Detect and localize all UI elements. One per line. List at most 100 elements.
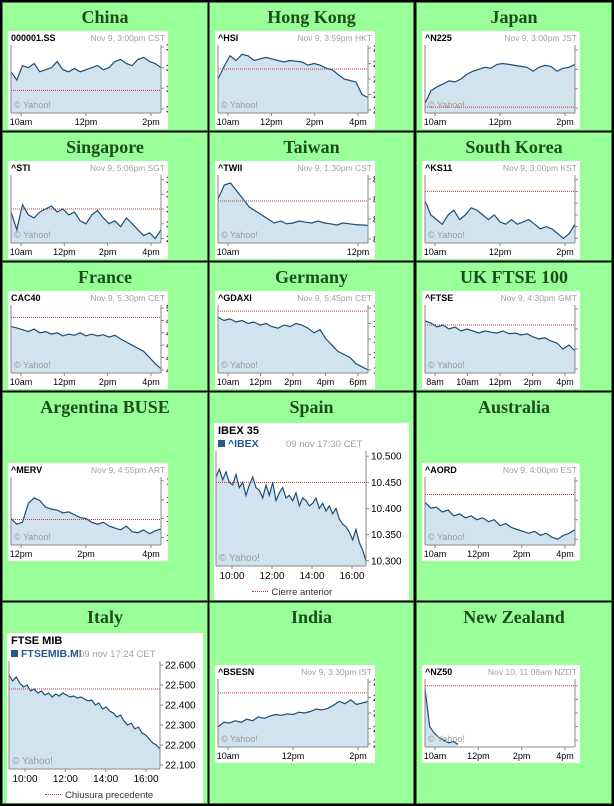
- y-tick-label: 10,950: [373, 319, 375, 329]
- ticker-symbol: ^IBEX: [218, 438, 259, 450]
- x-tick-label: 12pm: [467, 751, 490, 761]
- y-tick-label: 26,400: [373, 678, 375, 688]
- price-line: [424, 62, 576, 104]
- y-tick-label: 25,600: [373, 739, 375, 749]
- chart-svg: 5,000 4,980 4,960 4,940 4,920 4,900 10am 12pm 2p…: [10, 304, 168, 387]
- y-tick-label: 22.400: [165, 701, 196, 712]
- x-tick-label: 2pm: [513, 549, 531, 559]
- mini-chart-twii[interactable]: ^TWII Nov 9, 1:30pm CST 8,750 8,700 8,650 8,6…: [215, 161, 375, 259]
- mini-chart-bsesn[interactable]: ^BSESN Nov 9, 3:30pm IST 26,400 26,200 26,00…: [215, 665, 375, 763]
- x-tick-label: 12pm: [282, 751, 305, 761]
- market-title[interactable]: Singapore: [66, 137, 144, 157]
- x-tick-label: 12pm: [489, 117, 512, 127]
- mini-chart-ftse[interactable]: ^FTSE Nov 9, 4:30pm GMT 6,400 6,350 6,300 6,2…: [422, 291, 580, 389]
- y-tick-label: 10.350: [371, 530, 402, 541]
- quote-timestamp: Nov 9, 4:30pm GMT: [500, 293, 577, 303]
- y-tick-label: 3,700: [166, 43, 168, 53]
- x-tick-label: 10:00: [12, 774, 37, 785]
- mini-chart-merv[interactable]: ^MERV Nov 9, 4:55pm ART 13,100 13,000 12,900…: [8, 463, 168, 561]
- x-tick-label: 2pm: [556, 247, 574, 257]
- market-title[interactable]: Germany: [275, 267, 348, 287]
- ticker-symbol-text: FTSEMIB.MI: [21, 648, 82, 660]
- chart-svg: 11,000 10,950 10,900 10,850 10,800 10am 12pm 2p…: [217, 304, 375, 387]
- mini-chart-cac40[interactable]: CAC40 Nov 9, 5:30pm CET 5,000 4,980 4,960 4,9…: [8, 291, 168, 389]
- y-tick-label: 10,800: [373, 365, 375, 375]
- market-title[interactable]: Italy: [87, 607, 123, 627]
- x-tick-label: 10am: [217, 377, 240, 387]
- market-title[interactable]: UK FTSE 100: [459, 267, 569, 287]
- x-tick-label: 4pm: [349, 117, 367, 127]
- chart-svg: 10.500 10.450 10.400 10.350 10.300 10:00 12:00…: [215, 451, 402, 582]
- yahoo-watermark: © Yahoo!: [428, 734, 465, 744]
- y-tick-label: 23,000: [373, 44, 375, 54]
- y-tick-label: 4,900: [166, 365, 168, 375]
- mini-chart-nz50[interactable]: ^NZ50 Nov 10, 11:08am NZDT 6,050 6,040 6,030…: [422, 665, 580, 763]
- mini-chart-aord[interactable]: ^AORD Nov 9, 4:00pm EST 5,300 5,250 5,200 5,1…: [422, 463, 580, 561]
- y-tick-label: 10,850: [373, 350, 375, 360]
- y-tick-label: 22.600: [165, 661, 196, 672]
- market-title[interactable]: Taiwan: [283, 137, 340, 157]
- x-tick-label: 2pm: [142, 117, 160, 127]
- yahoo-watermark: © Yahoo!: [428, 230, 465, 240]
- price-line: [10, 56, 162, 82]
- market-title[interactable]: Spain: [289, 397, 334, 417]
- x-tick-label: 4pm: [317, 377, 335, 387]
- quote-timestamp: Nov 9, 3:30pm IST: [301, 667, 372, 677]
- mini-chart-gdaxi[interactable]: ^GDAXI Nov 9, 5:45pm CET 11,000 10,950 10,90…: [215, 291, 375, 389]
- market-title[interactable]: France: [78, 267, 132, 287]
- yahoo-watermark: © Yahoo!: [14, 532, 51, 542]
- market-title[interactable]: South Korea: [465, 137, 563, 157]
- mini-chart-ks11[interactable]: ^KS11 Nov 9, 3:00pm KST 2,045 2,040 2,035 2,0…: [422, 161, 580, 259]
- y-tick-label: 26,000: [373, 709, 375, 719]
- y-tick-label: 10.450: [371, 478, 402, 489]
- y-tick-label: 3,020: [166, 190, 168, 200]
- y-tick-label: 4,980: [166, 316, 168, 326]
- market-title[interactable]: Argentina BUSE: [40, 397, 170, 417]
- y-tick-label: 13,000: [166, 495, 168, 505]
- market-title[interactable]: India: [290, 607, 333, 627]
- x-tick-label: 2pm: [284, 377, 302, 387]
- x-tick-label: 12pm: [467, 549, 490, 559]
- mini-chart-000001-ss[interactable]: 000001.SS Nov 9, 3:00pm CST 3,700 3,650 3,60…: [8, 31, 168, 129]
- mini-chart-hsi[interactable]: ^HSI Nov 9, 3:59pm HKT 23,000 22,900 22,800 2…: [215, 31, 375, 129]
- x-tick-label: 10am: [10, 117, 33, 127]
- ticker-symbol: ^STI: [11, 163, 31, 173]
- price-area: [11, 497, 161, 545]
- ticker-symbol: ^HSI: [218, 33, 239, 43]
- x-tick-label: 4pm: [556, 549, 574, 559]
- market-title[interactable]: Hong Kong: [267, 7, 356, 27]
- price-line: [215, 467, 367, 561]
- market-cell-hong-kong: Hong Kong ^HSI Nov 9, 3:59pm HKT 23,000 22,9…: [209, 2, 414, 131]
- price-area: [11, 57, 161, 113]
- yahoo-watermark: © Yahoo!: [428, 100, 465, 110]
- x-tick-label: 2pm: [513, 751, 531, 761]
- chart-svg: 22.600 22.500 22.400 22.300 22.200 22.100 10:0…: [8, 661, 196, 785]
- x-tick-label: 12:00: [53, 774, 78, 785]
- quote-timestamp: Nov 9, 5:30pm CET: [90, 293, 165, 303]
- quote-timestamp: Nov 9, 3:00pm CST: [90, 33, 165, 43]
- chart-title: IBEX 35: [218, 425, 259, 437]
- big-chart-ibex[interactable]: IBEX 35 ^IBEX 09 nov 17:30 CET 10.500 10.450…: [214, 423, 409, 600]
- market-title[interactable]: Australia: [478, 397, 550, 417]
- price-area: [218, 54, 368, 113]
- mini-chart-n225[interactable]: ^N225 Nov 9, 3:00pm JST 19,800 19,600 19,400…: [422, 31, 580, 129]
- x-tick-label: 2pm: [99, 377, 117, 387]
- market-cell-uk-ftse-100: UK FTSE 100 ^FTSE Nov 9, 4:30pm GMT 6,400 6,…: [416, 262, 612, 391]
- price-area: [218, 699, 368, 747]
- big-chart-ftsemib-mi[interactable]: FTSE MIB FTSEMIB.MI 09 nov 17:24 CET 22.600…: [7, 633, 203, 803]
- market-title[interactable]: New Zealand: [463, 607, 565, 627]
- price-line: [424, 200, 576, 240]
- market-cell-argentina-buse: Argentina BUSE ^MERV Nov 9, 4:55pm ART 13,1…: [2, 392, 208, 601]
- y-tick-label: 4,920: [166, 353, 168, 363]
- quote-timestamp: Nov 9, 4:00pm EST: [502, 465, 577, 475]
- y-tick-label: 8,650: [373, 215, 375, 225]
- market-title[interactable]: China: [81, 7, 129, 27]
- market-title[interactable]: Japan: [490, 7, 538, 27]
- mini-chart-sti[interactable]: ^STI Nov 9, 5:06pm SGT 3,030 3,020 3,010 3,00…: [8, 161, 168, 259]
- market-cell-china: China 000001.SS Nov 9, 3:00pm CST 3,700 3,65…: [2, 2, 208, 131]
- x-tick-label: 8am: [426, 377, 444, 387]
- quote-timestamp: Nov 9, 5:45pm CET: [297, 293, 372, 303]
- y-tick-label: 11,000: [373, 304, 375, 314]
